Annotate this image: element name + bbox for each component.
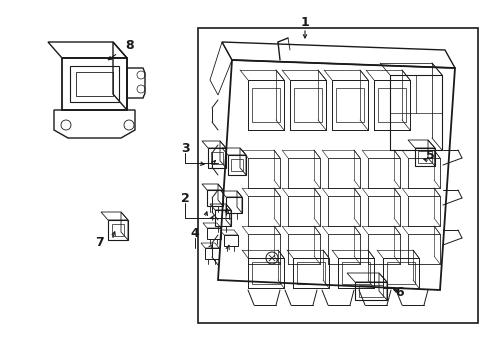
Bar xyxy=(293,88,321,122)
Text: 2: 2 xyxy=(180,192,189,204)
Bar xyxy=(251,88,280,122)
Bar xyxy=(70,66,119,102)
Bar xyxy=(198,28,477,323)
Text: 1: 1 xyxy=(300,15,309,28)
Bar xyxy=(335,88,363,122)
Bar xyxy=(210,152,223,164)
Bar xyxy=(296,262,325,284)
Bar xyxy=(341,262,369,284)
Text: 7: 7 xyxy=(96,235,104,248)
Bar xyxy=(112,224,124,236)
Text: 6: 6 xyxy=(395,285,404,298)
Text: 5: 5 xyxy=(425,149,433,162)
Bar xyxy=(386,262,414,284)
Text: 4: 4 xyxy=(190,226,199,239)
Bar xyxy=(230,159,243,171)
Bar xyxy=(251,262,280,284)
Bar xyxy=(417,151,431,163)
Bar xyxy=(76,72,113,96)
Bar xyxy=(358,285,382,297)
Text: 3: 3 xyxy=(181,141,189,154)
Bar xyxy=(377,88,405,122)
Text: 8: 8 xyxy=(125,39,134,51)
